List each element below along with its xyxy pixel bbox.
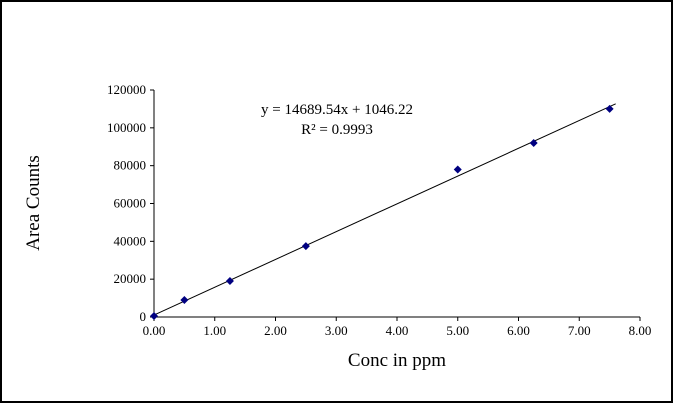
- data-point: [225, 277, 234, 286]
- y-tick-label: 60000: [114, 196, 147, 211]
- data-point: [605, 104, 614, 113]
- y-tick-label: 80000: [114, 158, 147, 173]
- x-tick-label: 3.00: [325, 323, 348, 338]
- equation-text: y = 14689.54x + 1046.22: [261, 102, 413, 118]
- data-point: [529, 138, 538, 147]
- data-point: [150, 312, 158, 321]
- y-tick-label: 40000: [114, 233, 147, 248]
- x-tick-label: 1.00: [203, 323, 226, 338]
- x-tick-label: 5.00: [446, 323, 469, 338]
- x-tick-label: 0.00: [143, 323, 166, 338]
- data-point: [453, 165, 462, 174]
- data-point: [180, 295, 189, 304]
- x-tick-label: 4.00: [386, 323, 409, 338]
- x-tick-label: 2.00: [264, 323, 287, 338]
- x-axis-title: Conc in ppm: [347, 350, 447, 371]
- y-axis-title: Area Counts: [23, 155, 44, 251]
- y-tick-label: 0: [140, 309, 147, 324]
- x-tick-label: 8.00: [629, 323, 652, 338]
- trendline-equation: y = 14689.54x + 1046.22 R² = 0.9993: [261, 100, 413, 141]
- y-tick-label: 20000: [114, 271, 147, 286]
- x-tick-label: 7.00: [568, 323, 591, 338]
- y-tick-label: 120000: [107, 82, 146, 97]
- data-point: [301, 242, 310, 251]
- r-squared-text: R² = 0.9993: [301, 122, 373, 139]
- y-tick-label: 100000: [107, 120, 146, 135]
- x-tick-label: 6.00: [507, 323, 530, 338]
